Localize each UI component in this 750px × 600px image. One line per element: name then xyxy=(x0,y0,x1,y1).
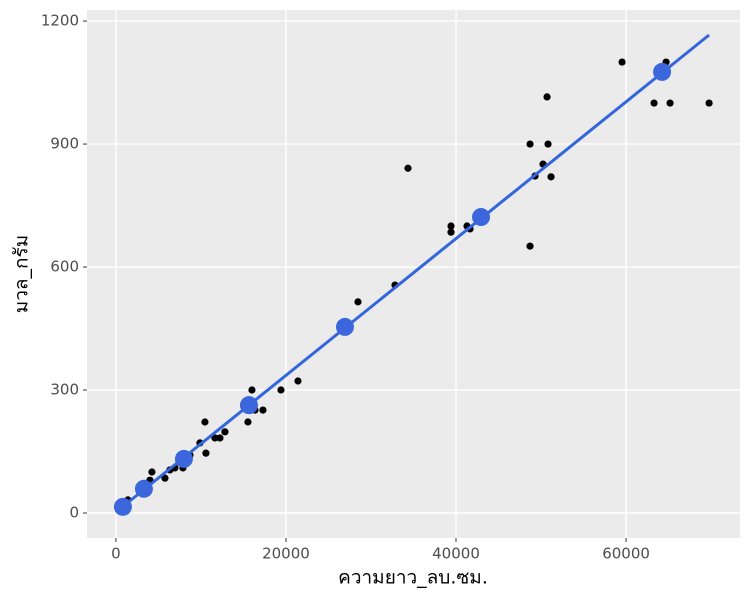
point xyxy=(294,377,302,385)
point xyxy=(666,99,674,107)
x-tick-label: 40000 xyxy=(432,545,480,563)
point xyxy=(650,99,658,107)
large-point xyxy=(134,479,153,498)
point xyxy=(201,418,209,426)
large-point xyxy=(472,208,491,227)
y-tick-label: 1200 xyxy=(41,12,79,30)
point xyxy=(216,434,224,442)
point xyxy=(447,228,455,236)
point xyxy=(543,93,551,101)
point xyxy=(221,428,229,436)
point xyxy=(248,386,256,394)
point xyxy=(148,468,156,476)
y-axis-title: มวล_กรัม xyxy=(11,235,33,314)
point xyxy=(259,406,267,414)
x-tick-label: 0 xyxy=(111,545,121,563)
large-point xyxy=(239,396,258,415)
point xyxy=(544,140,552,148)
point xyxy=(705,99,713,107)
x-tick-label: 20000 xyxy=(262,545,310,563)
y-tick-label: 300 xyxy=(50,381,79,399)
large-point xyxy=(335,317,354,336)
point xyxy=(547,173,555,181)
x-tick-label: 60000 xyxy=(602,545,650,563)
y-tick-label: 0 xyxy=(69,503,79,521)
point xyxy=(618,58,626,66)
point xyxy=(161,474,169,482)
point xyxy=(404,164,412,172)
x-axis-title: ความยาว_ลบ.ซม. xyxy=(338,567,488,589)
point xyxy=(277,386,285,394)
point xyxy=(447,222,455,230)
point xyxy=(526,242,534,250)
large-point xyxy=(113,497,132,516)
y-tick-label: 600 xyxy=(50,258,79,276)
point xyxy=(211,434,219,442)
large-point xyxy=(653,62,672,81)
point xyxy=(244,418,252,426)
large-point xyxy=(174,449,193,468)
point xyxy=(354,298,362,306)
point xyxy=(202,449,210,457)
y-tick-label: 900 xyxy=(50,135,79,153)
fit-line xyxy=(114,33,711,514)
point xyxy=(526,140,534,148)
